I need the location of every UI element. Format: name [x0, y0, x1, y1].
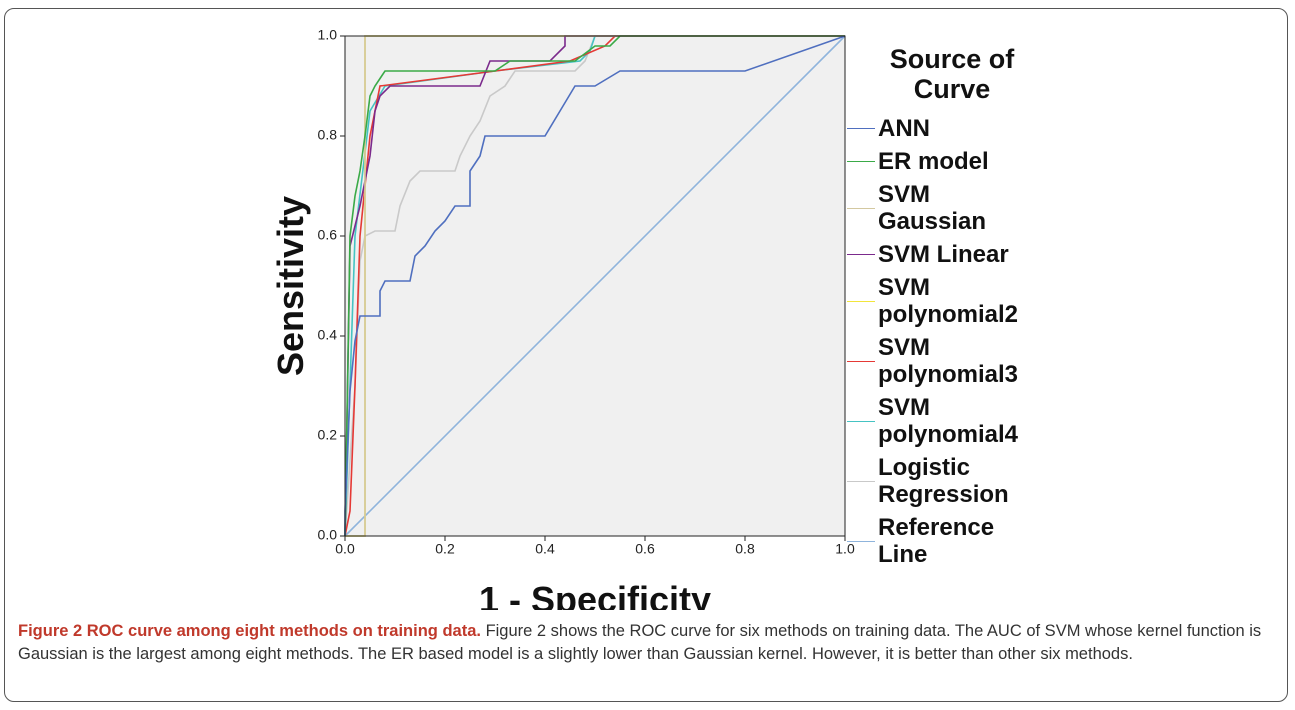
y-axis-title: Sensitivity [270, 196, 311, 376]
roc-line [344, 35, 846, 537]
y-tick-label: 1.0 [318, 27, 338, 43]
legend-entry: ANN [847, 115, 1028, 142]
legend-swatch [847, 300, 875, 302]
y-tick-label: 0.4 [318, 327, 338, 343]
y-tick-label: 0.6 [318, 227, 338, 243]
legend-label: Logistic Regression [878, 454, 1009, 508]
x-axis-title: 1 - Specificity [479, 579, 711, 610]
legend-swatch [847, 161, 875, 162]
plot-border [344, 35, 846, 537]
x-tick-label: 0.0 [335, 541, 355, 557]
x-tick-label: 0.6 [635, 541, 655, 557]
roc-line [344, 35, 846, 536]
legend-entry: SVM polynomial3 [847, 334, 1028, 388]
legend-label: SVM polynomial4 [878, 394, 1019, 448]
legend-swatch [847, 207, 875, 209]
roc-line [344, 35, 845, 537]
legend-entry: SVM Gaussian [847, 181, 1028, 235]
y-tick-label: 0.2 [318, 427, 338, 443]
y-tick-label: 0.8 [318, 127, 338, 143]
legend-entry: Reference Line [847, 514, 1028, 568]
x-tick-label: 0.4 [535, 541, 555, 557]
figure-frame [4, 8, 1288, 702]
legend-label: Reference Line [878, 514, 995, 568]
caption: Figure 2 ROC curve among eight methods o… [18, 620, 1280, 666]
legend-swatch [847, 540, 875, 542]
x-tick-label: 0.2 [435, 541, 455, 557]
legend-label: SVM Gaussian [878, 181, 987, 235]
legend-swatch [847, 480, 875, 482]
legend: ANN ER model SVM Gaussian SVM Linear SVM pol… [847, 115, 1028, 568]
legend-label: SVM Linear [878, 241, 1009, 268]
roc-line [344, 35, 845, 537]
legend-swatch [847, 254, 875, 255]
legend-label: ANN [878, 115, 930, 142]
roc-line [344, 35, 845, 537]
legend-swatch [847, 128, 875, 129]
legend-entry: ER model [847, 148, 1028, 175]
chart: 1 - Specificity Sensitivity 0.0 0.2 0.4 0.6… [270, 27, 855, 610]
legend-title: Source of Curve [889, 44, 1015, 104]
legend-swatch [847, 420, 875, 422]
legend-entry: SVM polynomial2 [847, 274, 1028, 328]
legend-label: SVM polynomial3 [878, 334, 1019, 388]
legend-entry: SVM polynomial4 [847, 394, 1028, 448]
roc-line [344, 35, 845, 537]
y-tick-label: 0.0 [318, 527, 338, 543]
legend-swatch [847, 360, 875, 362]
legend-label: ER model [878, 148, 989, 175]
caption-title: Figure 2 ROC curve among eight methods o… [18, 622, 481, 640]
legend-entry: SVM Linear [847, 241, 1028, 268]
legend-entry: Logistic Regression [847, 454, 1028, 508]
legend-label: SVM polynomial2 [878, 274, 1019, 328]
x-tick-label: 0.8 [735, 541, 755, 557]
caption-text: Figure 2 shows the ROC curve for six met… [18, 622, 1262, 663]
x-tick-label: 1.0 [835, 541, 855, 557]
